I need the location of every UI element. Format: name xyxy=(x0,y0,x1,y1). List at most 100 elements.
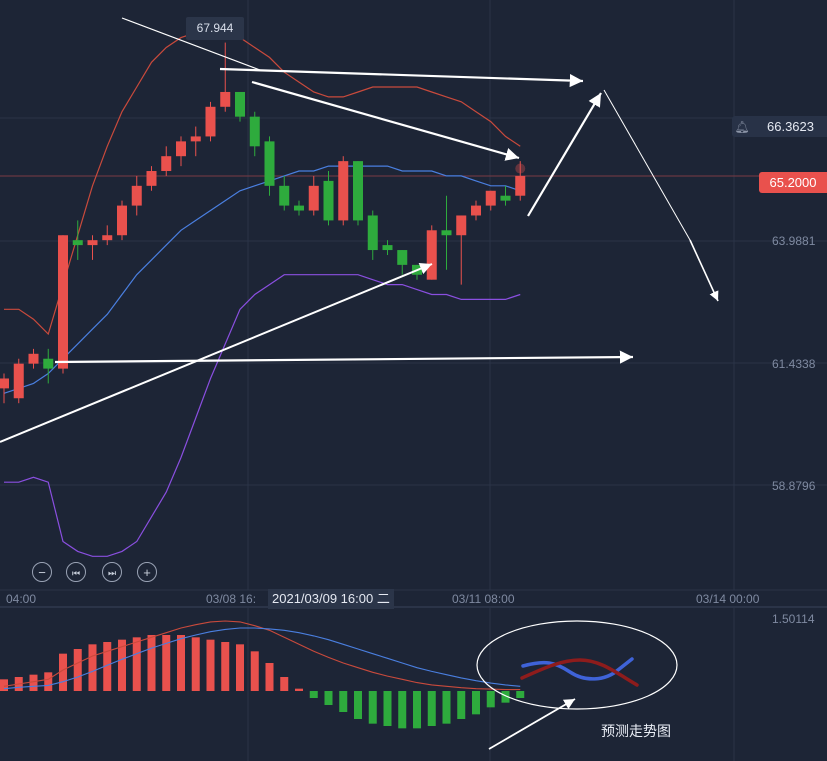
drawn-arrow xyxy=(689,239,719,302)
macd-histogram-bar xyxy=(103,642,112,691)
forecast-curve-blue xyxy=(521,657,634,681)
bell-icon[interactable]: 🔔︎ xyxy=(734,120,750,134)
macd-histogram-bar xyxy=(309,691,318,698)
candle-body xyxy=(249,116,260,147)
macd-histogram-bar xyxy=(265,663,274,691)
candle-body xyxy=(323,180,334,221)
high-price-tag: 67.944 xyxy=(186,17,244,40)
macd-histogram-bar xyxy=(162,635,171,691)
drawn-arrow xyxy=(54,350,634,364)
macd-histogram-bar xyxy=(250,651,259,691)
candle-body xyxy=(161,156,172,172)
candle-body xyxy=(294,205,304,211)
candle-body xyxy=(0,378,9,389)
candle-body xyxy=(190,136,201,142)
scroll-end-button[interactable]: ⏭ xyxy=(102,562,122,582)
macd-histogram-bar xyxy=(29,674,38,691)
drawn-arrow xyxy=(219,67,584,88)
crosshair-time-label: 2021/03/09 16:00 二 xyxy=(268,589,394,609)
candle-body xyxy=(397,250,408,265)
macd-histogram-bar xyxy=(118,639,126,691)
macd-histogram-bar xyxy=(280,677,289,691)
macd-histogram-bar xyxy=(221,642,230,691)
macd-histogram-bar xyxy=(339,691,348,712)
macd-histogram-bar xyxy=(236,644,244,691)
candle-body xyxy=(264,141,275,186)
lower-band-line xyxy=(4,274,521,557)
candle-body xyxy=(441,230,452,236)
macd-histogram-bar xyxy=(501,691,510,703)
candle-body xyxy=(338,161,349,221)
candle-body xyxy=(471,205,481,216)
macd-histogram-bar xyxy=(0,679,8,691)
time-axis-label: 04:00 xyxy=(6,592,37,606)
candle-body xyxy=(500,195,511,201)
last-price-glow xyxy=(515,163,526,174)
macd-histogram-bar xyxy=(427,691,436,726)
macd-histogram-bar xyxy=(398,691,407,729)
candle-body xyxy=(205,106,216,137)
macd-histogram-bar xyxy=(486,691,495,708)
upper-band-line xyxy=(4,32,521,336)
candle-body xyxy=(279,185,290,206)
time-axis-label: 03/14 00:00 xyxy=(696,592,760,606)
drawn-arrow xyxy=(527,92,602,217)
price-axis-label: 58.8796 xyxy=(772,479,816,493)
candle-body xyxy=(146,171,157,186)
candle-body xyxy=(235,91,245,117)
candle-body xyxy=(426,230,437,280)
skip-forward-icon: ⏭ xyxy=(107,568,117,578)
time-axis-label: 03/11 08:00 xyxy=(452,592,515,606)
candle-body xyxy=(102,235,113,241)
drawn-arrow xyxy=(251,80,520,161)
macd-histogram-bar xyxy=(59,653,67,691)
candle-body xyxy=(308,185,319,211)
candle-body xyxy=(456,215,467,236)
macd-histogram-bar xyxy=(177,635,185,691)
macd-histogram-bar xyxy=(191,637,200,691)
macd-histogram-bar xyxy=(147,635,156,691)
skip-back-icon: ⏮ xyxy=(71,568,81,578)
macd-histogram-bar xyxy=(44,672,53,691)
drawn-line xyxy=(603,89,691,241)
candle-body xyxy=(28,353,39,364)
candle-body xyxy=(176,141,186,157)
candle-body xyxy=(353,161,363,221)
candle-body xyxy=(43,358,54,369)
zoom-in-button[interactable]: + xyxy=(137,562,157,582)
current-price-tag: 65.2000 xyxy=(759,172,827,193)
macd-histogram-bar xyxy=(383,691,392,726)
candle-body xyxy=(220,91,231,107)
price-axis-label: 63.9881 xyxy=(772,234,816,248)
candle-body xyxy=(485,190,496,206)
scroll-start-button[interactable]: ⏮ xyxy=(66,562,86,582)
macd-histogram-bar xyxy=(457,691,466,719)
candle-body xyxy=(382,245,393,251)
macd-histogram-bar xyxy=(442,691,451,724)
trend-line xyxy=(121,17,261,71)
macd-histogram-bar xyxy=(472,691,480,715)
macd-histogram-bar xyxy=(132,637,141,691)
macd-histogram-bar xyxy=(413,691,421,729)
forecast-label: 预测走势图 xyxy=(601,724,671,740)
time-axis-label: 03/08 16: xyxy=(206,592,257,606)
price-axis-label: 61.4338 xyxy=(772,357,816,371)
macd-histogram-bar xyxy=(88,644,97,691)
forecast-curve-red xyxy=(520,658,639,687)
zoom-out-button[interactable]: − xyxy=(32,562,52,582)
drawn-arrow xyxy=(488,698,576,750)
signal-line xyxy=(3,627,521,690)
macd-histogram-bar xyxy=(354,691,362,719)
indicator-axis-label: 1.50114 xyxy=(772,612,815,626)
minus-icon: − xyxy=(38,565,46,580)
plus-icon: + xyxy=(143,565,151,580)
middle-band-line xyxy=(3,165,521,394)
alert-price-tag[interactable]: 🔔︎ 66.3623 xyxy=(732,116,827,137)
macd-histogram-bar xyxy=(516,691,525,698)
candle-body xyxy=(367,215,378,251)
forecast-ellipse xyxy=(476,620,678,710)
macd-histogram-bar xyxy=(324,691,333,705)
macd-histogram-bar xyxy=(73,649,82,691)
